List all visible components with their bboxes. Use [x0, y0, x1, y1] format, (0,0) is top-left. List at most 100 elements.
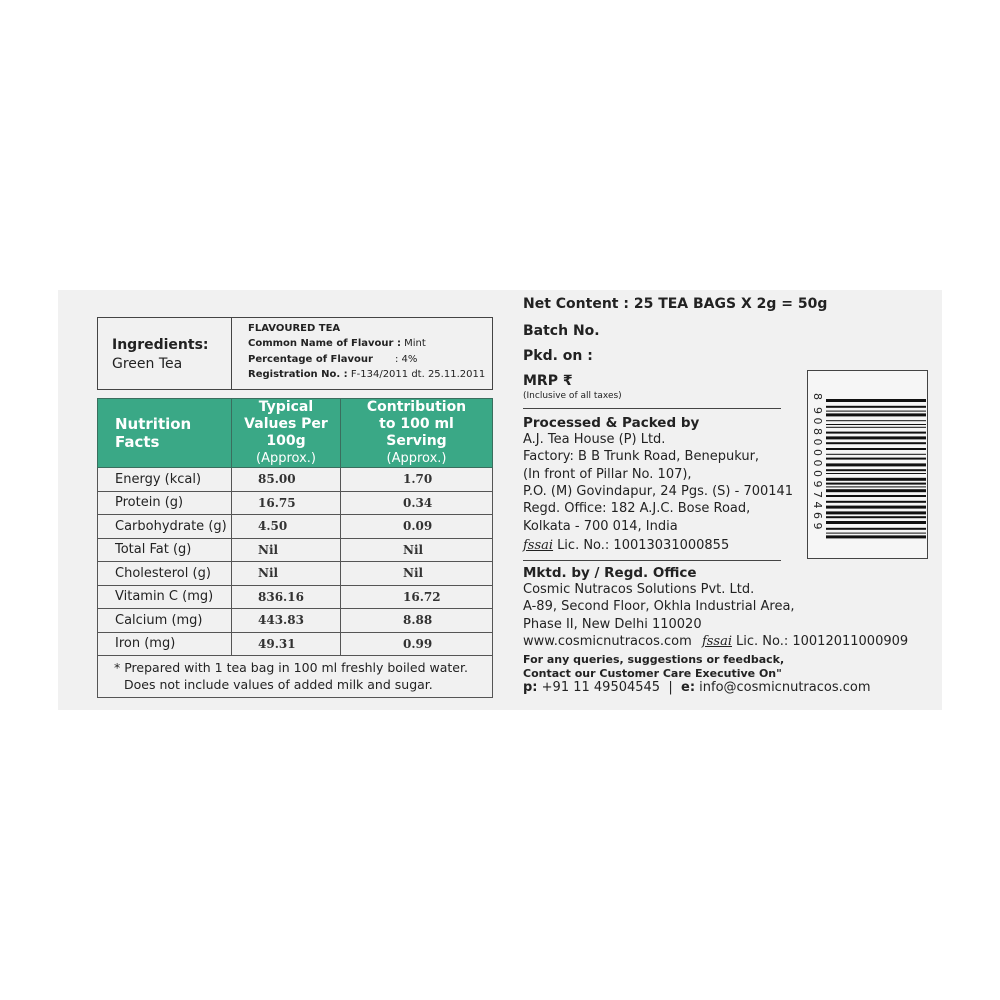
barcode-bar [826, 511, 926, 515]
nutrition-per100g: Nil [231, 537, 341, 562]
email[interactable]: info@cosmicnutracos.com [699, 680, 871, 695]
address-line: P.O. (M) Govindapur, 24 Pgs. (S) - 70014… [523, 483, 794, 499]
nutrition-name: Vitamin C (mg) [97, 584, 232, 609]
mrp-note: (Inclusive of all taxes) [523, 391, 622, 401]
barcode-bar [826, 495, 926, 497]
barcode-digit: 0 [811, 449, 824, 456]
net-content: Net Content : 25 TEA BAGS X 2g = 50g [523, 296, 828, 312]
nutrition-name: Total Fat (g) [97, 537, 232, 562]
address-line: Regd. Office: 182 A.J.C. Bose Road, [523, 501, 751, 517]
batch-no: Batch No. [523, 323, 600, 339]
barcode-digit: 9 [811, 523, 824, 530]
nutrition-row: Cholesterol (g) Nil Nil [97, 561, 493, 586]
ingredients-box: Ingredients: Green Tea FLAVOURED TEA Com… [97, 317, 493, 390]
barcode-bar [826, 426, 926, 428]
query-line-1: For any queries, suggestions or feedback… [523, 653, 785, 666]
nutrition-name: Protein (g) [97, 490, 232, 515]
nutrition-footnote: * Prepared with 1 tea bag in 100 ml fres… [97, 655, 493, 698]
barcode-bar [826, 500, 926, 503]
barcode-bar [826, 489, 926, 493]
nutrition-name: Carbohydrate (g) [97, 514, 232, 539]
nutrition-row: Calcium (mg) 443.83 8.88 [97, 608, 493, 633]
barcode-bar [826, 399, 926, 402]
flavour-pct-label: Percentage of Flavour [248, 354, 373, 365]
address-line: Factory: B B Trunk Road, Benepukur, [523, 449, 760, 465]
nutrition-row: Protein (g) 16.75 0.34 [97, 490, 493, 515]
nutrition-row: Energy (kcal) 85.00 1.70 [97, 467, 493, 492]
nutrition-facts-header: Nutrition Facts [97, 398, 232, 468]
nutrition-name: Calcium (mg) [97, 608, 232, 633]
nutrition-name: Cholesterol (g) [97, 561, 232, 586]
nutrition-per100g: 836.16 [231, 584, 341, 609]
nutrition-serving: 8.88 [340, 608, 493, 633]
barcode-bar [826, 532, 926, 534]
barcode-digit: 0 [811, 470, 824, 477]
flavour-name-value: Mint [404, 338, 426, 349]
nutrition-per100g: 4.50 [231, 514, 341, 539]
barcode-bar [826, 516, 926, 519]
registration: Registration No. : F-134/2011 dt. 25.11.… [248, 369, 485, 380]
flavour-name-label: Common Name of Flavour : [248, 338, 401, 349]
nutrition-serving: 0.09 [340, 514, 493, 539]
barcode-bar [826, 486, 926, 488]
flavour-pct-value: : 4% [394, 354, 418, 365]
barcode-digit: 6 [811, 512, 824, 519]
barcode: 8 9 0 8 0 0 0 0 9 7 4 6 9 [807, 370, 928, 559]
phone: +91 11 49504545 [541, 680, 661, 695]
barcode-digit: 8 [811, 428, 824, 435]
packed-on: Pkd. on : [523, 348, 593, 364]
barcode-bar [826, 405, 926, 408]
barcode-digit: 7 [811, 491, 824, 498]
nutrition-table: Nutrition Facts Typical Values Per 100g(… [97, 398, 493, 698]
barcode-digit: 9 [811, 407, 824, 414]
barcode-bar [826, 420, 926, 422]
barcode-bar [826, 431, 926, 434]
registration-value: F-134/2011 dt. 25.11.2011 [350, 369, 486, 380]
divider [523, 560, 781, 561]
nutrition-name: Energy (kcal) [97, 467, 232, 492]
barcode-bar [826, 527, 926, 530]
nutrition-serving: 1.70 [340, 467, 493, 492]
nutrition-row: Carbohydrate (g) 4.50 0.09 [97, 514, 493, 539]
barcode-digit: 0 [811, 439, 824, 446]
divider [523, 408, 781, 409]
address-line: Phase II, New Delhi 110020 [523, 616, 702, 632]
nutrition-serving: 16.72 [340, 584, 493, 609]
fssai-logo: fssai [523, 538, 554, 553]
barcode-bar [826, 469, 926, 472]
barcode-bar [826, 482, 926, 485]
website-link[interactable]: www.cosmicnutracos.com [523, 634, 692, 649]
address-line: A-89, Second Floor, Okhla Industrial Are… [523, 599, 795, 615]
nutrition-per100g: 85.00 [231, 467, 341, 492]
address-line: A.J. Tea House (P) Ltd. [523, 432, 666, 447]
ingredients-heading: Ingredients: [112, 337, 209, 353]
address-line: Kolkata - 700 014, India [523, 518, 678, 534]
barcode-bar [826, 505, 926, 509]
tea-type: FLAVOURED TEA [248, 323, 341, 334]
flavour-name: Common Name of Flavour : Mint [248, 338, 426, 349]
barcode-bar [826, 535, 926, 539]
marketer-web-license: www.cosmicnutracos.com fssai Lic. No.: 10… [523, 634, 909, 649]
nutrition-serving: Nil [340, 561, 493, 586]
flavour-pct: Percentage of Flavour : 4% [248, 354, 417, 365]
barcode-bar [826, 521, 926, 524]
barcode-bars: 8 9 0 8 0 0 0 0 9 7 4 6 9 [811, 393, 926, 539]
fssai-logo: fssai [701, 634, 732, 649]
nutrition-per100g: 16.75 [231, 490, 341, 515]
barcode-digit: 4 [811, 502, 824, 509]
barcode-bar [826, 477, 926, 481]
nutrition-row: Total Fat (g) Nil Nil [97, 537, 493, 562]
nutrition-name: Iron (mg) [97, 631, 232, 656]
registration-label: Registration No. : [248, 369, 348, 380]
nutrition-serving: 0.34 [340, 490, 493, 515]
barcode-digit: 0 [811, 418, 824, 425]
barcode-bar [826, 457, 926, 460]
contact-line: p: +91 11 49504545 | e: info@cosmicnutra… [523, 680, 871, 695]
typical-values-header: Typical Values Per 100g (Approx.) [231, 398, 341, 468]
barcode-digit: 8 [811, 393, 824, 400]
nutrition-per100g: 49.31 [231, 631, 341, 656]
nutrition-per100g: Nil [231, 561, 341, 586]
barcode-bar [826, 453, 926, 455]
packer-license: fssai Lic. No.: 10013031000855 [523, 538, 730, 553]
packer-heading: Processed & Packed by [523, 415, 700, 431]
